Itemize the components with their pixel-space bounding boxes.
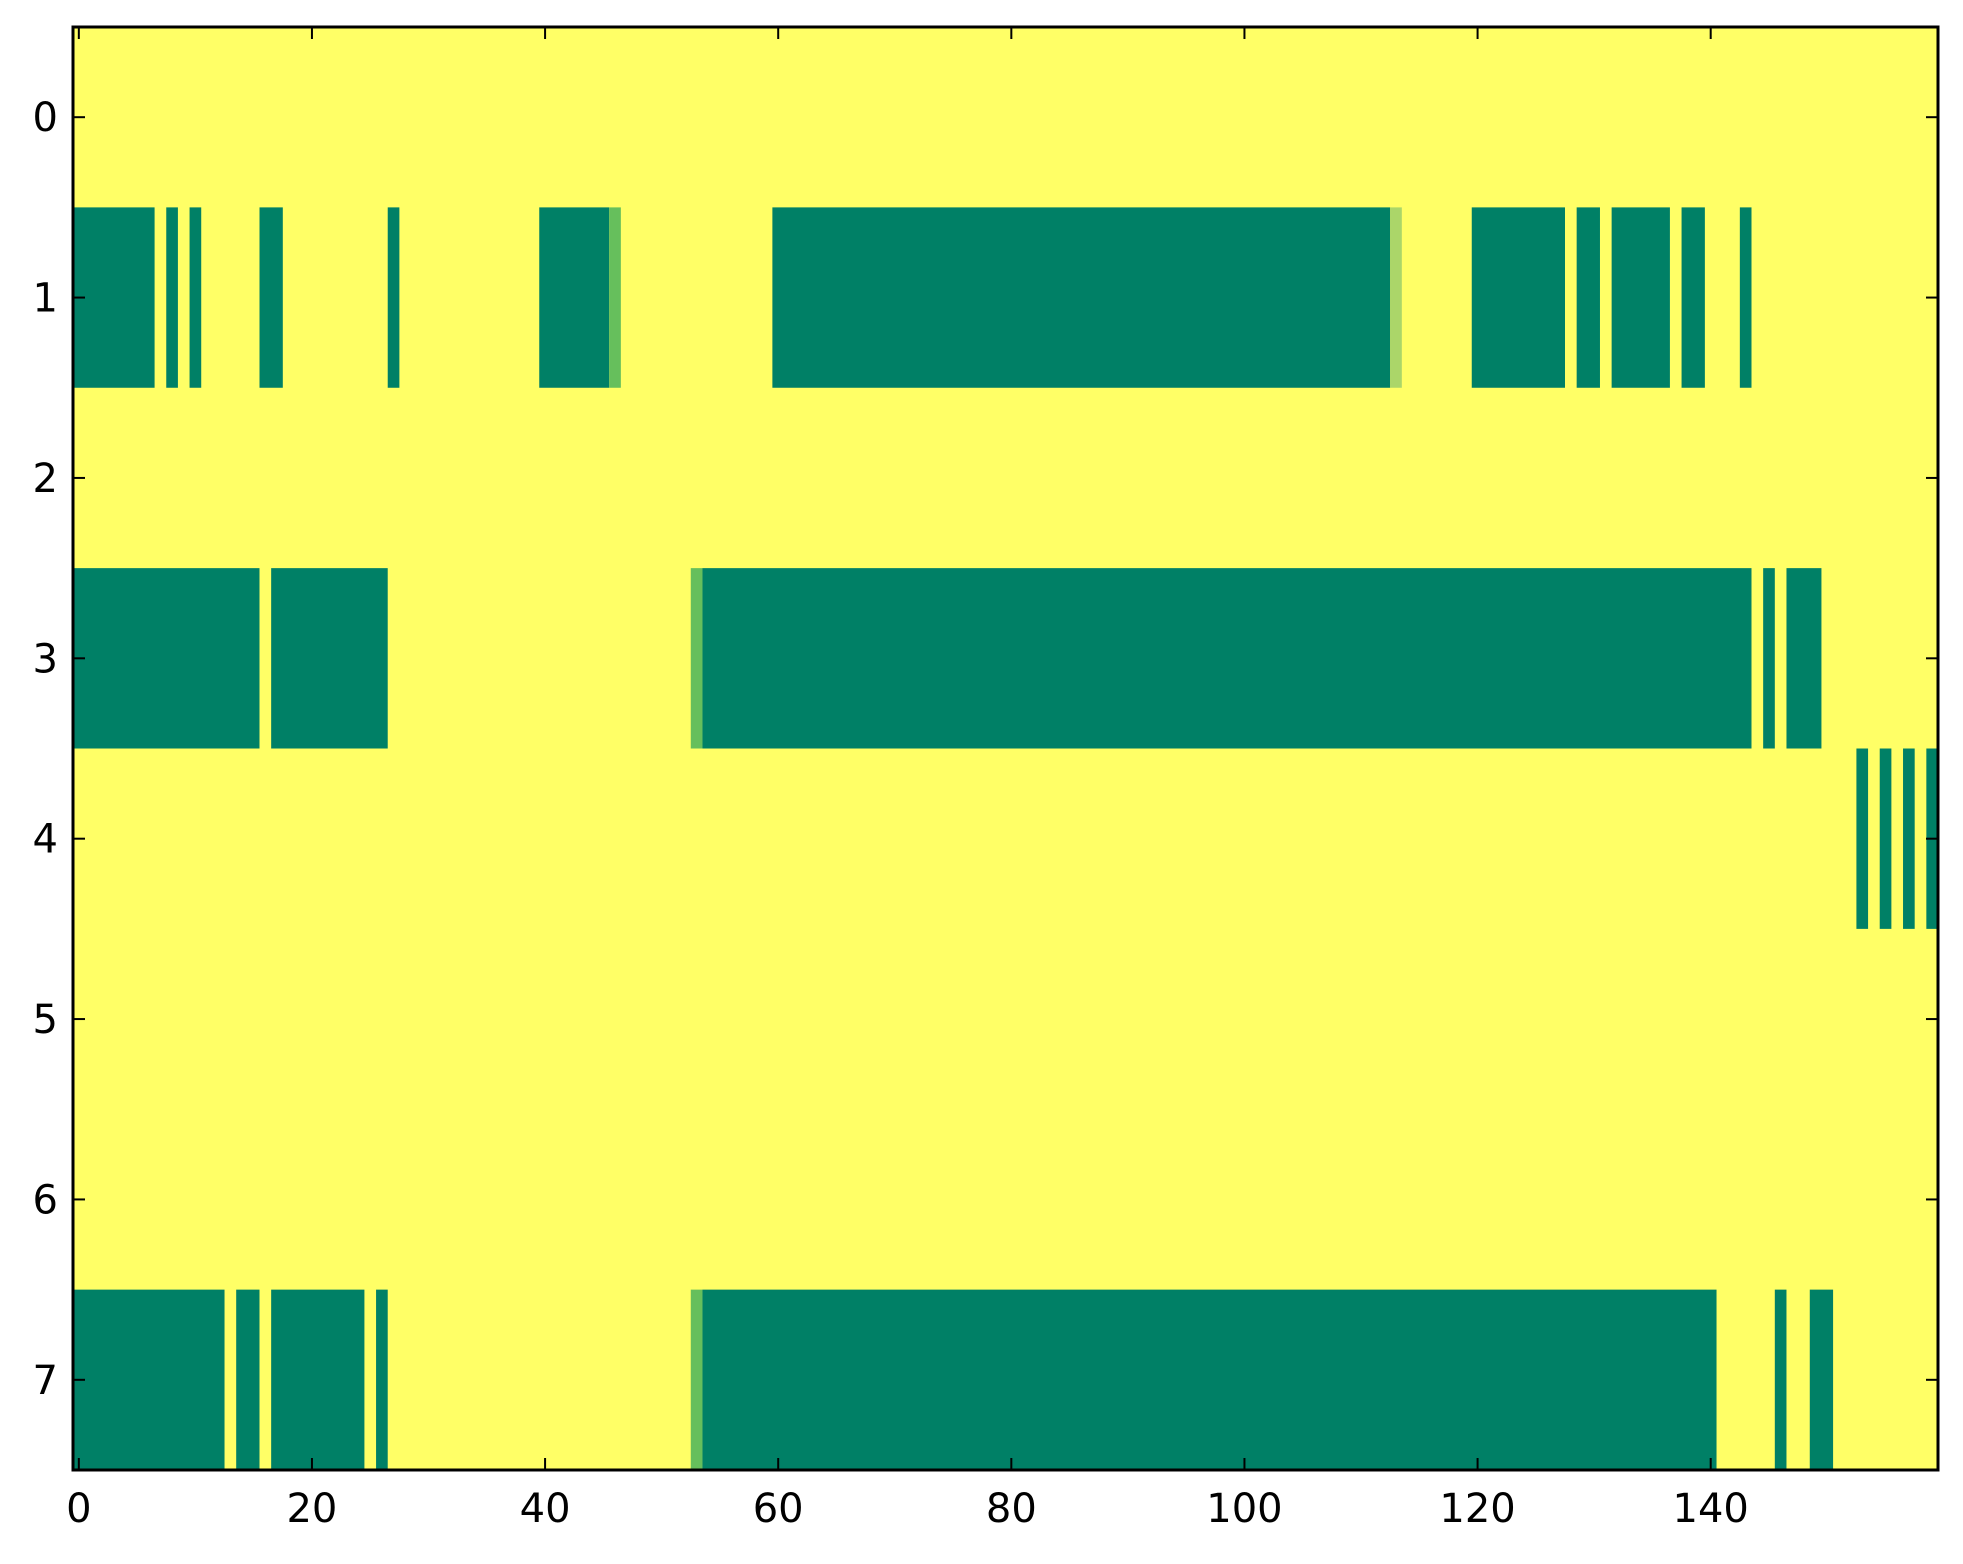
heatmap-cell-row1-16 [259, 207, 283, 388]
y-tick-label: 6 [33, 1177, 58, 1223]
heatmap-cell-row3-0 [73, 568, 260, 749]
heatmap-cell-row1-40 [539, 207, 610, 388]
heatmap-cell-row1-60 [772, 207, 1391, 388]
heatmap-cell-row1-138 [1681, 207, 1705, 388]
heatmap-cell-row7-54 [702, 1289, 1717, 1471]
plot-area [73, 27, 1938, 1471]
y-tick-label: 4 [33, 817, 58, 863]
heatmap-cell-row4-153 [1856, 748, 1869, 929]
heatmap-cell-row1-0 [73, 207, 155, 388]
x-axis-tick-labels: 0 20 40 60 80 100 120 140 [66, 1486, 1749, 1532]
y-tick-label: 0 [33, 95, 58, 141]
heatmap-cell-row1-8 [166, 207, 178, 388]
heatmap-cell-row1-10 [189, 207, 202, 388]
heatmap-cell-row1-129 [1576, 207, 1600, 388]
heatmap-cell-row3-53 [690, 568, 703, 749]
heatmap-cell-row7-26 [376, 1289, 388, 1471]
heatmap-cell-row1-113 [1390, 207, 1402, 388]
heatmap-cell-row1-143 [1739, 207, 1752, 388]
x-tick-label: 40 [520, 1486, 571, 1532]
heatmap-cell-row1-120 [1471, 207, 1565, 388]
y-axis-tick-labels: 0 1 2 3 4 5 6 7 [33, 95, 58, 1404]
x-tick-label: 80 [986, 1486, 1037, 1532]
x-tick-label: 120 [1439, 1486, 1515, 1532]
x-tick-label: 20 [286, 1486, 337, 1532]
heatmap-cell-row1-132 [1611, 207, 1670, 388]
x-tick-label: 140 [1673, 1486, 1749, 1532]
y-tick-label: 5 [33, 997, 58, 1043]
heatmap-cell-row1-27 [387, 207, 400, 388]
heatmap-cell-row7-146 [1774, 1289, 1787, 1471]
heatmap-cell-row7-14 [236, 1289, 260, 1471]
axis-ticks [73, 27, 1938, 1470]
heatmap-cell-row3-145 [1763, 568, 1775, 749]
heatmap-cell-row4-157 [1903, 748, 1915, 929]
x-tick-label: 60 [753, 1486, 804, 1532]
y-tick-label: 1 [33, 276, 58, 322]
heatmap-cell-row7-53 [690, 1289, 703, 1471]
plot-frame [71, 25, 1940, 1472]
heatmap-cell-row7-149 [1809, 1289, 1834, 1471]
x-tick-label: 0 [66, 1486, 91, 1532]
x-tick-label: 100 [1206, 1486, 1282, 1532]
heatmap-cell-row3-17 [271, 568, 388, 749]
heatmap-cell-row7-17 [271, 1289, 365, 1471]
y-tick-label: 7 [33, 1358, 58, 1404]
heatmap-cell-row3-147 [1786, 568, 1822, 749]
heatmap-cell-row4-155 [1879, 748, 1892, 929]
heatmap-cell-row7-0 [73, 1289, 225, 1471]
y-tick-label: 3 [33, 636, 58, 682]
heatmap-cell-row1-46 [609, 207, 621, 388]
heatmap-cell-row3-54 [702, 568, 1752, 749]
y-tick-label: 2 [33, 456, 58, 502]
